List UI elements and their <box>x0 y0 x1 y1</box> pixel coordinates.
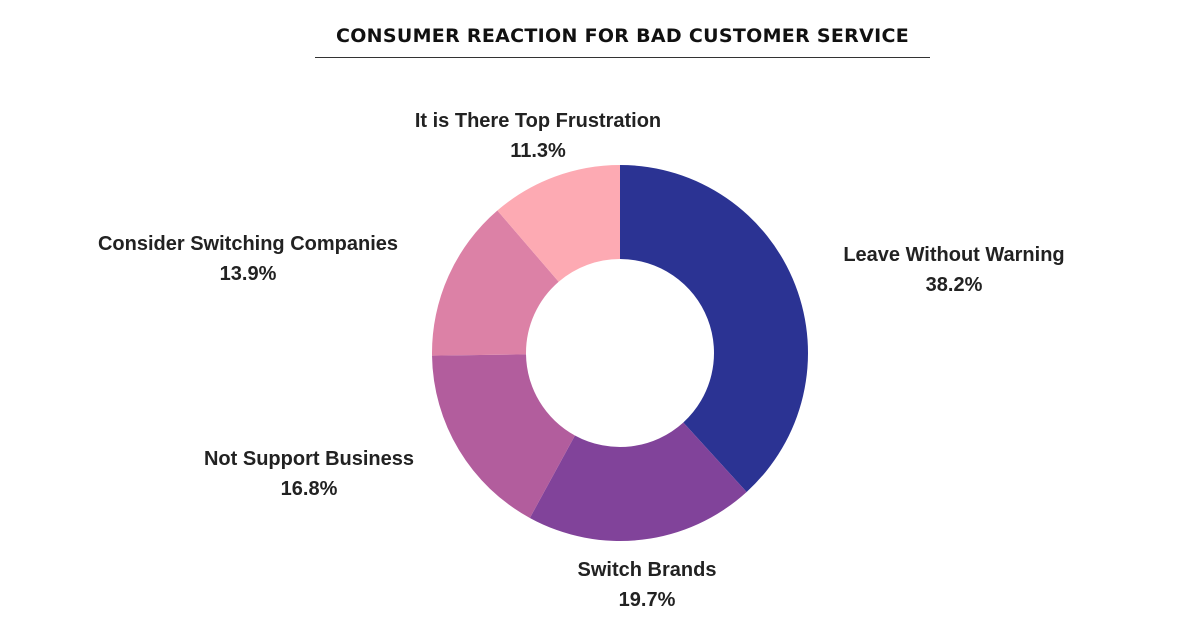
slice-value-label: 13.9% <box>220 263 277 285</box>
slice-value-label: 38.2% <box>926 274 983 296</box>
slice-consider-switching-companies <box>432 210 559 356</box>
slice-label: Consider Switching Companies <box>98 233 398 255</box>
chart-title: CONSUMER REACTION FOR BAD CUSTOMER SERVI… <box>315 22 930 58</box>
slice-value-label: 16.8% <box>281 478 338 500</box>
slice-label: Switch Brands <box>578 559 717 581</box>
slice-labels: Leave Without Warning 38.2% Switch Brands 1… <box>98 110 1065 611</box>
slice-label: Leave Without Warning <box>843 244 1064 266</box>
slice-switch-brands <box>529 422 747 541</box>
slice-value-label: 19.7% <box>619 589 676 611</box>
slice-label: Not Support Business <box>204 448 414 470</box>
slice-leave-without-warning <box>620 165 808 492</box>
slice-label: It is There Top Frustration <box>415 110 661 132</box>
donut-slices <box>432 165 808 541</box>
slice-it-is-there-top-frustration <box>497 165 620 282</box>
slice-not-support-business <box>432 354 575 518</box>
slice-value-label: 11.3% <box>510 140 566 162</box>
